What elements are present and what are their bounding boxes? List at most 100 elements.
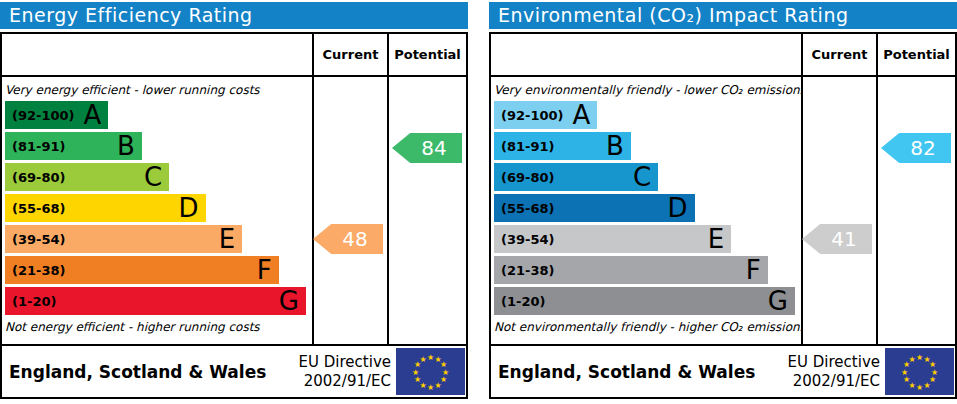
band-row: (1-20) G: [494, 287, 798, 315]
top-note: Very energy efficient - lower running co…: [5, 81, 309, 101]
svg-text:★: ★: [916, 353, 923, 362]
band-bar-f: (21-38) F: [5, 256, 279, 284]
potential-rating-arrow: 84: [392, 133, 462, 163]
band-range-label: (69-80): [501, 170, 554, 185]
energy-efficiency-panel: Energy Efficiency Rating Current Potenti…: [0, 2, 468, 399]
bottom-note: Not energy efficient - higher running co…: [5, 318, 309, 338]
band-range-label: (1-20): [501, 294, 545, 309]
environmental-co2-title: Environmental (CO₂) Impact Rating: [489, 2, 957, 29]
eu-directive-line1: EU Directive: [788, 353, 880, 372]
svg-text:★: ★: [427, 383, 434, 392]
band-bar-c: (69-80) C: [5, 163, 169, 191]
band-row: (39-54) E: [494, 225, 798, 253]
potential-rating-arrow: 82: [881, 133, 951, 163]
potential-column-header: Potential: [878, 34, 955, 75]
band-row: (21-38) F: [5, 256, 309, 284]
header-spacer: [491, 34, 803, 75]
band-bar-a: (92-100) A: [494, 101, 597, 129]
band-row: (21-38) F: [494, 256, 798, 284]
band-row: (69-80) C: [494, 163, 798, 191]
energy-efficiency-title: Energy Efficiency Rating: [0, 2, 468, 29]
svg-text:★: ★: [923, 381, 930, 390]
band-range-label: (21-38): [12, 263, 65, 278]
eu-flag-icon: ★★★ ★★★ ★★★ ★★★: [885, 348, 954, 395]
svg-text:★: ★: [916, 383, 923, 392]
band-bar-b: (81-91) B: [494, 132, 631, 160]
bottom-note: Not environmentally friendly - higher CO…: [494, 318, 798, 338]
band-letter: C: [144, 163, 162, 191]
band-range-label: (81-91): [501, 139, 554, 154]
svg-text:★: ★: [419, 355, 426, 364]
band-range-label: (21-38): [501, 263, 554, 278]
band-bar-b: (81-91) B: [5, 132, 142, 160]
band-letter: B: [117, 132, 135, 160]
band-letter: F: [257, 256, 272, 284]
current-column-header: Current: [314, 34, 389, 75]
table-footer-row: England, Scotland & Wales EU Directive 2…: [491, 344, 955, 397]
band-bar-e: (39-54) E: [5, 225, 242, 253]
band-row: (55-68) D: [5, 194, 309, 222]
eu-directive-line2: 2002/91/EC: [299, 372, 391, 391]
energy-efficiency-table: Current Potential Very energy efficient …: [0, 32, 468, 399]
eu-directive-line2: 2002/91/EC: [788, 372, 880, 391]
header-spacer: [2, 34, 314, 75]
band-bar-d: (55-68) D: [5, 194, 206, 222]
table-body-row: Very energy efficient - lower running co…: [2, 77, 466, 344]
current-value-column: 41: [803, 77, 878, 344]
band-letter: D: [179, 194, 199, 222]
band-row: (92-100) A: [494, 101, 798, 129]
band-range-label: (55-68): [12, 201, 65, 216]
eu-directive-label: EU Directive 2002/91/EC: [299, 353, 391, 391]
band-letter: E: [708, 225, 724, 253]
band-range-label: (1-20): [12, 294, 56, 309]
region-label: England, Scotland & Wales: [9, 362, 299, 382]
epc-charts-container: Energy Efficiency Rating Current Potenti…: [0, 0, 957, 399]
potential-column-header: Potential: [389, 34, 466, 75]
current-column-header: Current: [803, 34, 878, 75]
band-range-label: (81-91): [12, 139, 65, 154]
rating-bands-column: Very environmentally friendly - lower CO…: [491, 77, 803, 344]
band-bar-e: (39-54) E: [494, 225, 731, 253]
table-body-row: Very environmentally friendly - lower CO…: [491, 77, 955, 344]
current-rating-arrow: 48: [313, 224, 383, 254]
band-bar-c: (69-80) C: [494, 163, 658, 191]
band-range-label: (92-100): [12, 108, 75, 123]
top-note: Very environmentally friendly - lower CO…: [494, 81, 798, 101]
band-row: (69-80) C: [5, 163, 309, 191]
environmental-co2-panel: Environmental (CO₂) Impact Rating Curren…: [489, 2, 957, 399]
band-row: (92-100) A: [5, 101, 309, 129]
svg-text:★: ★: [434, 381, 441, 390]
band-bar-g: (1-20) G: [494, 287, 795, 315]
table-header-row: Current Potential: [2, 34, 466, 77]
svg-text:★: ★: [908, 355, 915, 364]
table-footer-row: England, Scotland & Wales EU Directive 2…: [2, 344, 466, 397]
rating-bands-column: Very energy efficient - lower running co…: [2, 77, 314, 344]
band-range-label: (69-80): [12, 170, 65, 185]
band-bar-d: (55-68) D: [494, 194, 695, 222]
band-letter: A: [573, 101, 591, 129]
eu-directive-line1: EU Directive: [299, 353, 391, 372]
eu-flag-icon: ★★★ ★★★ ★★★ ★★★: [396, 348, 465, 395]
band-row: (81-91) B: [494, 132, 798, 160]
current-rating-arrow: 41: [802, 224, 872, 254]
current-value-column: 48: [314, 77, 389, 344]
band-letter: F: [746, 256, 761, 284]
eu-directive-label: EU Directive 2002/91/EC: [788, 353, 880, 391]
band-range-label: (39-54): [501, 232, 554, 247]
band-range-label: (55-68): [501, 201, 554, 216]
svg-text:★: ★: [427, 353, 434, 362]
table-header-row: Current Potential: [491, 34, 955, 77]
band-letter: G: [768, 287, 788, 315]
potential-value-column: 84: [389, 77, 466, 344]
environmental-co2-table: Current Potential Very environmentally f…: [489, 32, 957, 399]
band-row: (39-54) E: [5, 225, 309, 253]
band-bar-f: (21-38) F: [494, 256, 768, 284]
band-bar-a: (92-100) A: [5, 101, 108, 129]
band-letter: B: [606, 132, 624, 160]
band-letter: C: [633, 163, 651, 191]
band-bar-g: (1-20) G: [5, 287, 306, 315]
band-row: (55-68) D: [494, 194, 798, 222]
potential-value-column: 82: [878, 77, 955, 344]
region-label: England, Scotland & Wales: [498, 362, 788, 382]
band-letter: D: [668, 194, 688, 222]
